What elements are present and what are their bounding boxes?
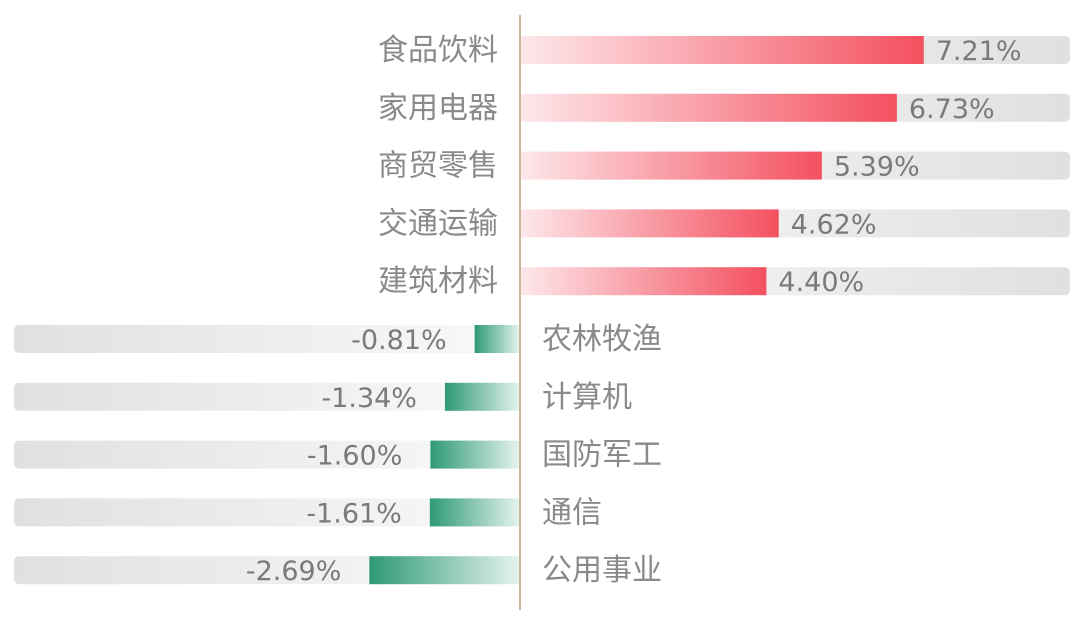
value-label: 4.40% [778,267,864,298]
bar-交通运输 [520,209,779,238]
value-label: 4.62% [791,209,877,240]
category-label: 计算机 [542,380,632,415]
value-label: -1.60% [307,441,403,472]
bar-国防军工 [430,440,520,469]
value-label: 7.21% [936,36,1022,67]
value-label: -1.61% [306,498,402,529]
category-label: 建筑材料 [378,264,498,299]
category-label: 商贸零售 [378,149,498,184]
value-label: 6.73% [909,94,995,125]
category-label: 农林牧渔 [542,322,662,357]
category-label: 交通运输 [378,206,498,241]
bar-计算机 [444,382,520,411]
bar-track [14,382,520,411]
category-label: 通信 [542,495,602,530]
value-label: 5.39% [834,152,920,183]
bar-track [14,325,520,353]
bars [369,36,924,585]
category-label: 家用电器 [378,91,498,126]
bar-通信 [429,498,520,527]
bar-公用事业 [369,556,520,585]
bar-农林牧渔 [474,325,520,353]
value-label: -2.69% [246,556,342,587]
category-label: 国防军工 [542,438,662,473]
bar-家用电器 [520,93,897,122]
bar-建筑材料 [520,267,767,296]
bar-track [14,498,520,527]
bar-商贸零售 [520,151,822,180]
labels: 食品饮料 7.21% 家用电器 6.73% 商贸零售 5.39% 交通运输 4.62% 建筑材料… [246,33,1022,588]
bar-食品饮料 [520,36,924,64]
value-label: -1.34% [321,383,417,414]
category-label: 公用事业 [542,553,662,588]
bar-track [14,440,520,469]
category-label: 食品饮料 [378,33,498,68]
value-label: -0.81% [351,325,447,356]
